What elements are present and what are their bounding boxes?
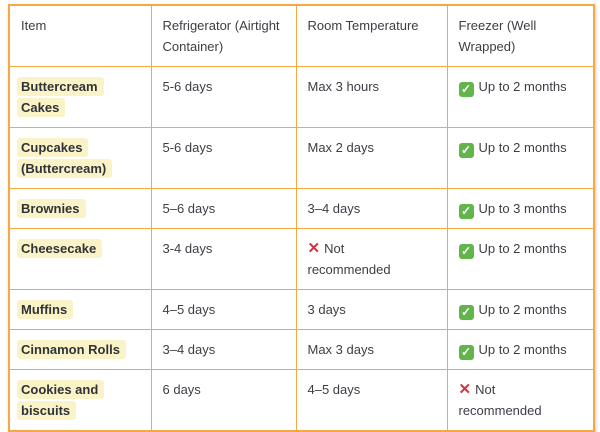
refrigerator-cell: 3–4 days (150, 329, 297, 370)
cell-text: 5-6 days (162, 79, 213, 94)
refrigerator-cell: 3-4 days (150, 228, 297, 290)
table-row: Muffins 4–5 days 3 days ✓ Up to 2 months (8, 289, 595, 330)
cell-text: 3-4 days (162, 241, 213, 256)
refrigerator-cell: 5-6 days (150, 66, 297, 128)
table-row: Brownies 5–6 days 3–4 days ✓ Up to 3 months (8, 188, 595, 229)
check-icon: ✓ (458, 204, 474, 219)
table-row: Cupcakes (Buttercream) 5-6 days Max 2 days… (8, 127, 595, 189)
storage-table: Item Refrigerator (Airtight Container) R… (8, 4, 595, 432)
cell-text: 5-6 days (162, 140, 213, 155)
cell-text: Not recommended (458, 382, 542, 418)
cell-text: Up to 2 months (478, 79, 567, 94)
refrigerator-cell: 6 days (150, 369, 297, 432)
refrigerator-cell: 4–5 days (150, 289, 297, 330)
check-icon: ✓ (458, 345, 474, 360)
col-header-label: Refrigerator (Airtight Container) (162, 18, 280, 54)
col-header-label: Room Temperature (307, 18, 419, 33)
col-header-freezer: Freezer (Well Wrapped) (446, 4, 595, 67)
freezer-cell: ✓ Up to 2 months (446, 66, 595, 128)
col-header-refrigerator: Refrigerator (Airtight Container) (150, 4, 297, 67)
room-temperature-cell: 3 days (295, 289, 448, 330)
freezer-cell: ✓ Up to 2 months (446, 228, 595, 290)
room-temperature-cell: 4–5 days (295, 369, 448, 432)
cell-text: Not recommended (307, 241, 391, 277)
cell-text: 3–4 days (162, 342, 216, 357)
col-header-room-temperature: Room Temperature (295, 4, 448, 67)
cell-text: 5–6 days (162, 201, 216, 216)
freezer-cell: ✕ Not recommended (446, 369, 595, 432)
cell-text: 4–5 days (162, 302, 216, 317)
room-temperature-cell: Max 2 days (295, 127, 448, 189)
cell-text: Up to 3 months (478, 201, 567, 216)
check-icon: ✓ (458, 143, 474, 158)
room-temperature-cell: Max 3 days (295, 329, 448, 370)
item-cell: Cheesecake (8, 228, 152, 290)
cell-text: Up to 2 months (478, 302, 567, 317)
table-header: Item Refrigerator (Airtight Container) R… (8, 4, 595, 67)
freezer-cell: ✓ Up to 2 months (446, 127, 595, 189)
room-temperature-cell: Max 3 hours (295, 66, 448, 128)
cell-text: Up to 2 months (478, 241, 567, 256)
item-cell: Cookies and biscuits (8, 369, 152, 432)
freezer-cell: ✓ Up to 2 months (446, 329, 595, 370)
table-row: Buttercream Cakes 5-6 days Max 3 hours ✓ Up … (8, 66, 595, 128)
page: Item Refrigerator (Airtight Container) R… (8, 4, 595, 432)
item-label: Buttercream Cakes (17, 77, 104, 117)
cell-text: Up to 2 months (478, 342, 567, 357)
cell-text: Max 3 days (307, 342, 374, 357)
table-body: Buttercream Cakes 5-6 days Max 3 hours ✓ Up … (8, 66, 595, 432)
refrigerator-cell: 5–6 days (150, 188, 297, 229)
freezer-cell: ✓ Up to 3 months (446, 188, 595, 229)
cell-text: Max 2 days (307, 140, 374, 155)
item-label: Cinnamon Rolls (17, 340, 126, 359)
cell-text: 3 days (307, 302, 346, 317)
col-header-item: Item (8, 4, 152, 67)
room-temperature-cell: 3–4 days (295, 188, 448, 229)
check-icon: ✓ (458, 305, 474, 320)
check-icon: ✓ (458, 244, 474, 259)
freezer-cell: ✓ Up to 2 months (446, 289, 595, 330)
item-label: Cheesecake (17, 239, 103, 258)
col-header-label: Item (21, 18, 47, 33)
cell-text: 6 days (162, 382, 201, 397)
item-label: Cookies and biscuits (17, 380, 105, 420)
item-cell: Cupcakes (Buttercream) (8, 127, 152, 189)
room-temperature-cell: ✕ Not recommended (295, 228, 448, 290)
refrigerator-cell: 5-6 days (150, 127, 297, 189)
header-row: Item Refrigerator (Airtight Container) R… (8, 4, 595, 67)
table-row: Cookies and biscuits 6 days 4–5 days ✕ Not r… (8, 369, 595, 432)
table-row: Cinnamon Rolls 3–4 days Max 3 days ✓ Up to 2… (8, 329, 595, 370)
item-cell: Muffins (8, 289, 152, 330)
cross-icon: ✕ (458, 381, 472, 398)
item-cell: Cinnamon Rolls (8, 329, 152, 370)
col-header-label: Freezer (Well Wrapped) (458, 18, 537, 54)
cell-text: Up to 2 months (478, 140, 567, 155)
item-cell: Brownies (8, 188, 152, 229)
item-label: Brownies (17, 199, 86, 218)
cell-text: 4–5 days (307, 382, 361, 397)
item-label: Muffins (17, 300, 74, 319)
table-row: Cheesecake 3-4 days ✕ Not recommended ✓ Up to… (8, 228, 595, 290)
cross-icon: ✕ (307, 240, 321, 257)
cell-text: 3–4 days (307, 201, 361, 216)
item-cell: Buttercream Cakes (8, 66, 152, 128)
cell-text: Max 3 hours (307, 79, 380, 94)
check-icon: ✓ (458, 82, 474, 97)
item-label: Cupcakes (Buttercream) (17, 138, 113, 178)
